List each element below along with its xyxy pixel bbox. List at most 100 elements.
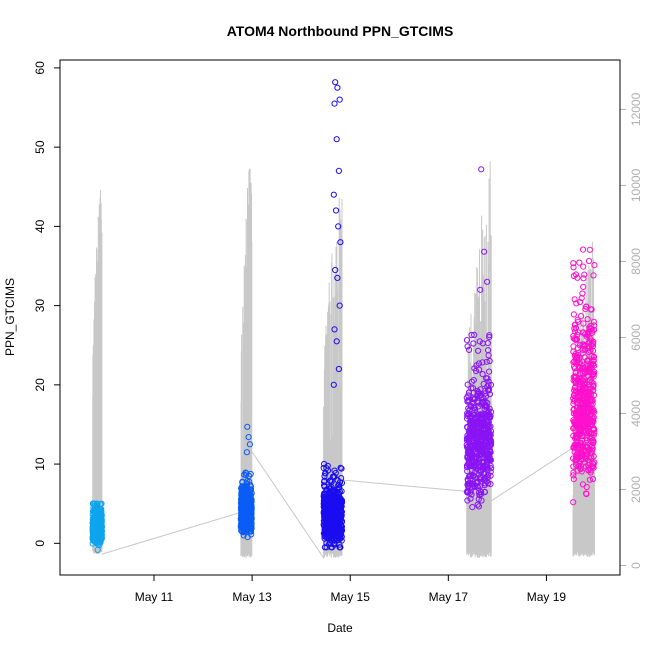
data-point <box>337 464 344 471</box>
data-point <box>586 446 594 453</box>
data-point <box>336 479 344 486</box>
data-point <box>573 431 580 438</box>
data-point <box>465 389 473 396</box>
y-tick-label: 10 <box>33 457 47 471</box>
data-point <box>470 472 477 479</box>
data-point <box>578 468 585 475</box>
data-point <box>585 423 592 430</box>
data-point <box>241 489 248 496</box>
data-point <box>586 377 594 384</box>
data-point <box>577 430 584 437</box>
data-point <box>476 338 483 345</box>
data-point <box>585 419 592 426</box>
data-point <box>470 340 477 347</box>
y2-tick-label: 0 <box>629 562 643 569</box>
data-point <box>472 395 479 402</box>
data-point <box>322 502 329 510</box>
data-point <box>582 455 590 463</box>
data-point <box>589 343 597 350</box>
x-axis-label: Date <box>327 621 353 635</box>
data-point <box>336 302 343 309</box>
data-point <box>337 535 344 542</box>
data-point <box>576 415 583 422</box>
data-point <box>591 322 598 329</box>
data-point <box>485 480 492 487</box>
data-point <box>579 437 586 444</box>
data-point <box>577 371 584 378</box>
data-point <box>586 476 594 483</box>
data-point <box>487 448 494 456</box>
data-point <box>482 480 489 487</box>
data-point <box>578 313 585 320</box>
data-point <box>570 476 577 483</box>
data-point <box>337 495 344 502</box>
y-tick-label: 50 <box>33 140 47 154</box>
axes: 0 10 20 30 40 50 60 0 2000 4000 6000 8000 10000 12000… <box>33 61 643 604</box>
x-tick-label: May 17 <box>429 590 469 604</box>
data-point <box>484 340 491 347</box>
data-point <box>582 306 589 313</box>
data-point <box>576 378 583 385</box>
data-point <box>488 465 495 472</box>
data-point <box>478 450 485 458</box>
data-point <box>579 481 587 488</box>
data-point <box>571 365 578 372</box>
data-point <box>239 510 246 518</box>
data-point <box>583 392 590 399</box>
data-point <box>327 529 335 536</box>
data-point <box>577 427 585 434</box>
data-point <box>485 352 492 359</box>
data-point <box>483 358 490 365</box>
data-point <box>586 339 593 346</box>
data-point <box>465 449 472 456</box>
data-point <box>475 503 482 510</box>
y-tick-label: 30 <box>33 299 47 313</box>
data-point <box>472 461 479 468</box>
series-group <box>320 79 346 551</box>
data-point <box>487 441 494 448</box>
y-tick-label: 60 <box>33 61 47 75</box>
data-point <box>98 500 105 507</box>
data-point <box>330 191 337 198</box>
data-point <box>241 521 249 529</box>
data-point <box>589 397 596 404</box>
data-point <box>484 383 491 390</box>
x-tick-label: May 11 <box>135 590 174 604</box>
data-point <box>238 496 245 503</box>
chart-title: ATOM4 Northbound PPN_GTCIMS <box>227 23 454 39</box>
y2-tick-label: 10000 <box>629 168 643 202</box>
data-point <box>244 533 251 541</box>
data-point <box>334 518 342 525</box>
y2-tick-label: 8000 <box>629 248 643 275</box>
data-point <box>590 353 598 360</box>
data-point <box>323 521 330 528</box>
data-point <box>487 472 494 479</box>
data-point <box>584 316 591 323</box>
data-point <box>333 338 340 345</box>
x-tick-label: May 19 <box>527 590 567 604</box>
data-point <box>338 465 345 472</box>
data-point <box>483 462 490 469</box>
data-point <box>576 298 584 306</box>
data-point <box>332 207 340 214</box>
data-point <box>336 508 344 515</box>
data-point <box>466 407 473 414</box>
data-point <box>486 334 493 341</box>
data-point <box>580 409 588 416</box>
series-group <box>570 246 598 506</box>
data-point <box>239 479 246 486</box>
data-point <box>583 333 590 340</box>
data-point <box>331 100 338 107</box>
data-point <box>475 420 482 427</box>
data-point <box>478 166 485 173</box>
data-point <box>465 458 472 465</box>
data-point <box>483 433 490 440</box>
data-point <box>580 263 587 270</box>
data-point <box>464 343 471 350</box>
data-point <box>477 392 484 399</box>
data-point <box>477 386 484 393</box>
data-point <box>324 517 331 524</box>
data-point <box>335 167 342 174</box>
data-point <box>332 266 339 274</box>
data-point <box>334 274 341 281</box>
